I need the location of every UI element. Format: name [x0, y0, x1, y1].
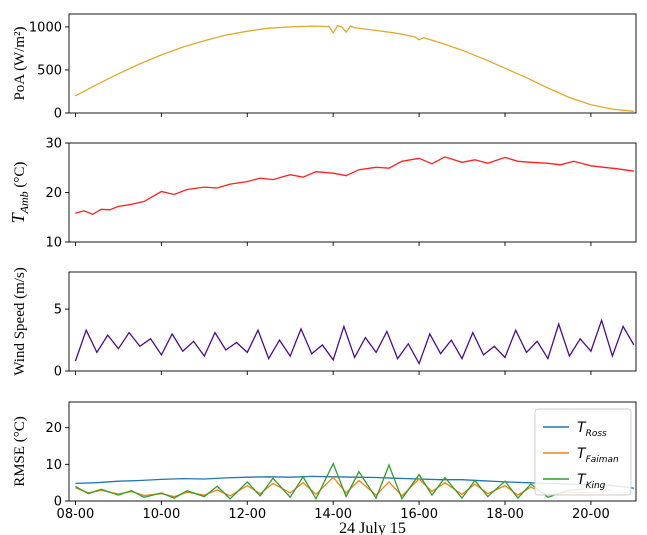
- x-axis-label: 24 July 15: [339, 520, 406, 535]
- y-tick-label: 0: [54, 365, 62, 380]
- axes-frame: [68, 142, 637, 243]
- y-tick-label: 0: [54, 107, 62, 122]
- series-line-panel-3-1: [74, 318, 635, 366]
- series-line-panel-1-1: [75, 24, 634, 112]
- axes-frame: [68, 13, 637, 114]
- panel-4: 0 10 20 08-00 10-00 12-00 14-00 16-00 18-00 20-00…: [12, 401, 637, 535]
- y-tick-label: 20: [45, 186, 62, 201]
- y-tick-label: 20: [45, 421, 62, 436]
- x-tick-label: 12-00: [228, 507, 266, 522]
- y-axis-label: TAmb (°C): [8, 162, 31, 224]
- x-tick-label: 20-00: [572, 507, 610, 522]
- legend-label: TFaiman: [577, 446, 619, 465]
- legend-label: TKing: [577, 472, 606, 491]
- y-axis-label: Wind Speed (m/s): [12, 267, 28, 376]
- y-tick-label: 10: [45, 236, 62, 251]
- y-tick-label: 30: [45, 137, 62, 152]
- x-tick-label: 08-00: [57, 507, 95, 522]
- panel-3: 0 5 Wind Speed (m/s): [12, 267, 637, 380]
- x-tick-label: 14-00: [314, 507, 352, 522]
- y-tick-label: 10: [45, 458, 62, 473]
- y-tick-label: 5: [54, 303, 62, 318]
- series-line-t-king: [75, 461, 613, 501]
- y-tick-label: 0: [54, 495, 62, 510]
- series-line-panel-2-1: [75, 156, 634, 216]
- axes-frame: [68, 401, 637, 502]
- axes-frame: [68, 271, 637, 372]
- x-tick-label: 16-00: [400, 507, 438, 522]
- y-tick-label: 1000: [29, 20, 62, 35]
- legend: TRoss TFaiman TKing: [534, 408, 632, 496]
- legend-box: [534, 408, 632, 496]
- y-tick-label: 500: [37, 63, 62, 78]
- y-axis-label: RMSE (°C): [12, 416, 28, 487]
- legend-label: TRoss: [577, 420, 607, 439]
- y-axis-label: PoA (W/m²): [12, 26, 28, 100]
- x-tick-label: 10-00: [142, 507, 180, 522]
- series-line-t-faiman: [75, 476, 613, 498]
- x-tick-label: 18-00: [486, 507, 524, 522]
- panel-2: 10 20 30 TAmb (°C): [8, 137, 637, 251]
